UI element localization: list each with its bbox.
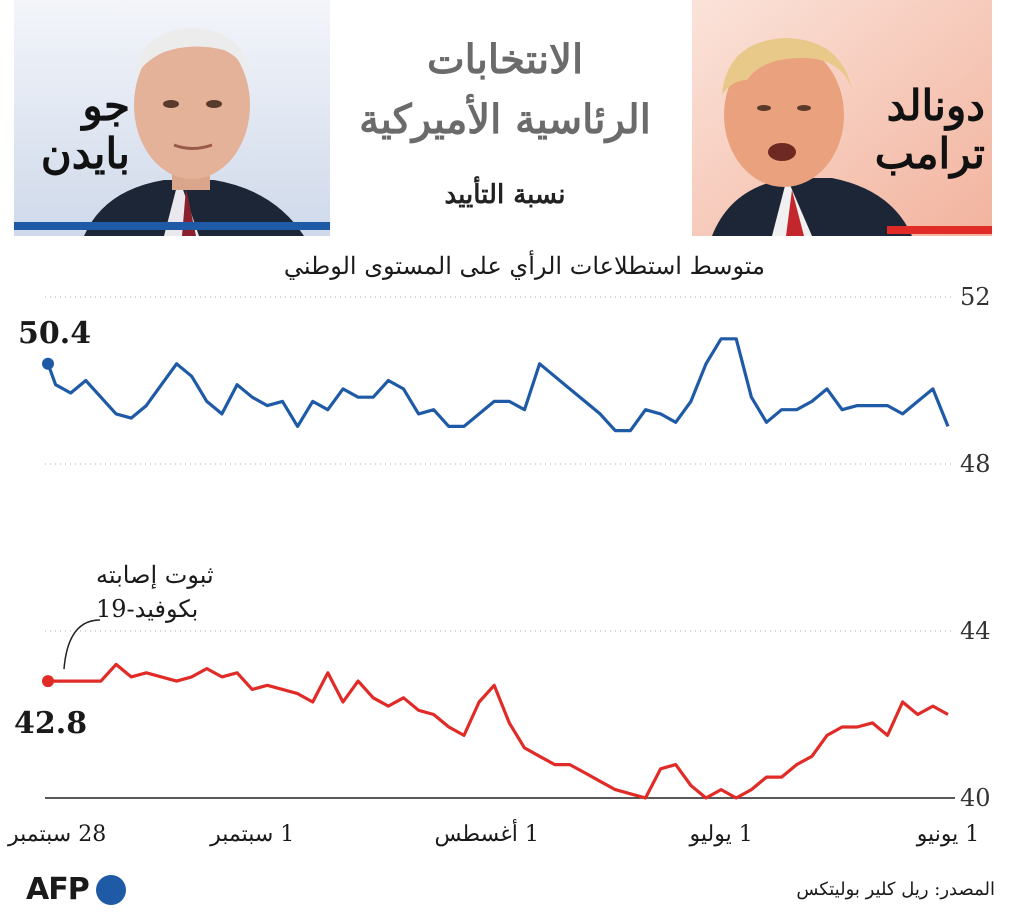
annotation-leader-line bbox=[63, 619, 101, 670]
x-tick-label: 1 أغسطس bbox=[434, 822, 539, 847]
covid-annotation-line2: بكوفيد-19 bbox=[96, 595, 199, 623]
biden-name-line2: بايدن bbox=[40, 129, 130, 178]
trump-name-line2: ترامب bbox=[874, 129, 985, 178]
afp-logo-circle-icon bbox=[96, 875, 126, 905]
trump-end-value: 42.8 bbox=[14, 706, 88, 741]
trump-portrait-image bbox=[692, 0, 992, 236]
page-subtitle: نسبة التأييد bbox=[444, 180, 566, 210]
grid-layer bbox=[45, 296, 955, 799]
page-title-line1: الانتخابات bbox=[426, 36, 584, 83]
x-tick-label: 1 يوليو bbox=[689, 822, 753, 847]
line-layer bbox=[46, 337, 950, 800]
trump-end-point bbox=[42, 675, 54, 688]
y-tick-label: 44 bbox=[960, 617, 991, 645]
trump-name: دونالد ترامب bbox=[855, 82, 985, 178]
biden-portrait-image bbox=[14, 0, 330, 236]
biden-name: جو بايدن bbox=[30, 82, 130, 178]
biden-name-line1: جو bbox=[82, 81, 130, 130]
x-tick-label: 1 يونيو bbox=[916, 822, 980, 847]
x-tick-label: 28 سبتمبر bbox=[8, 822, 107, 847]
biden-series-line bbox=[46, 337, 950, 433]
biden-photo bbox=[14, 0, 330, 236]
x-tick-label: 1 سبتمبر bbox=[210, 822, 295, 847]
source-note: المصدر: ريل كلير بوليتكس bbox=[796, 879, 995, 900]
trump-name-line1: دونالد bbox=[886, 81, 985, 130]
trump-photo bbox=[692, 0, 992, 236]
y-tick-label: 52 bbox=[960, 283, 991, 311]
afp-logo-text: AFP bbox=[26, 872, 90, 907]
covid-annotation-line1: ثبوت إصابته bbox=[96, 561, 214, 589]
biden-end-point bbox=[42, 357, 54, 370]
y-tick-label: 40 bbox=[960, 784, 991, 812]
chart-title: متوسط استطلاعات الرأي على المستوى الوطني bbox=[283, 252, 765, 280]
page-title-line2: الرئاسية الأميركية bbox=[359, 96, 651, 143]
mark-layer bbox=[42, 357, 101, 688]
afp-logo: AFP bbox=[26, 872, 136, 912]
y-tick-label: 48 bbox=[960, 450, 991, 478]
trump-series-line bbox=[48, 662, 949, 800]
biden-end-value: 50.4 bbox=[18, 316, 92, 351]
covid-annotation: ثبوت إصابته بكوفيد-19 bbox=[96, 558, 236, 626]
